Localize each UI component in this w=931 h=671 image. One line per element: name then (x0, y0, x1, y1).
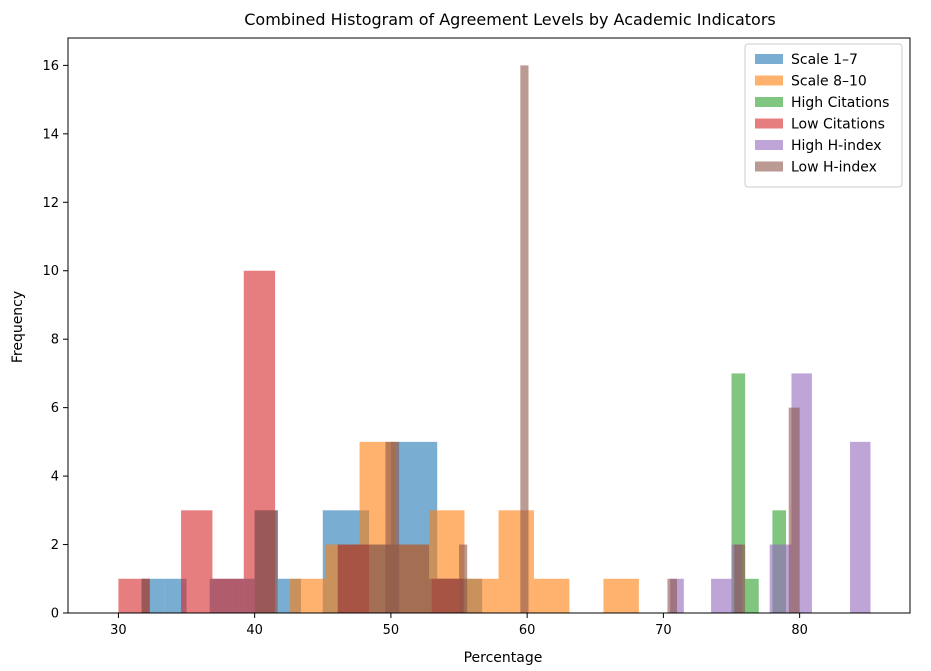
x-tick-label-5: 80 (791, 623, 808, 638)
bar-series-3-bin-2 (212, 578, 244, 613)
y-tick-label-2: 4 (51, 470, 59, 485)
x-axis-label: Percentage (464, 650, 543, 666)
bar-series-5-bin-7 (520, 65, 529, 613)
axes-layer: 30 40 50 60 70 80 0 2 4 6 8 10 12 14 16 (42, 37, 911, 638)
bar-series-5-bin-8 (667, 578, 678, 613)
bar-series-1-bin-6 (498, 510, 534, 613)
bar-series-5-bin-2 (337, 544, 370, 613)
y-tick-label-4: 8 (51, 333, 59, 348)
y-tick-label-8: 16 (42, 59, 59, 74)
x-tick-label-3: 60 (519, 623, 536, 638)
plot-frame (67, 37, 911, 614)
x-tick-label-1: 40 (246, 623, 263, 638)
bar-series-1-bin-8 (603, 578, 639, 613)
bar-series-1-bin-5 (464, 578, 499, 613)
legend-label-2: High Citations (791, 95, 889, 111)
x-tick-label-4: 70 (655, 623, 672, 638)
legend-label-3: Low Citations (791, 117, 885, 133)
y-tick-label-6: 12 (42, 196, 59, 211)
legend-swatch-5 (755, 161, 783, 172)
x-tick-label-0: 30 (110, 623, 127, 638)
legend-swatch-4 (755, 140, 783, 150)
legend-label-4: High H-index (791, 138, 882, 154)
legend-label-5: Low H-index (791, 160, 877, 176)
legend-label-0: Scale 1–7 (791, 52, 858, 68)
bar-series-1-bin-7 (533, 578, 570, 613)
bars-layer (118, 65, 871, 613)
bar-series-5-bin-4 (385, 441, 400, 613)
bar-series-1-bin-0 (290, 578, 326, 613)
chart-title: Combined Histogram of Agreement Levels b… (244, 10, 776, 29)
bar-series-3-bin-1 (181, 510, 213, 613)
bar-series-5-bin-3 (369, 544, 430, 613)
legend-swatch-3 (755, 118, 783, 129)
bar-series-5-bin-0 (141, 578, 150, 613)
y-tick-label-7: 14 (42, 127, 59, 142)
y-tick-label-0: 0 (51, 607, 59, 622)
y-tick-label-5: 10 (42, 264, 59, 279)
bar-series-4-bin-3 (769, 544, 792, 613)
x-tick-label-2: 50 (383, 623, 400, 638)
bar-series-2-bin-1 (745, 578, 759, 613)
bar-series-5-bin-9 (734, 544, 746, 613)
legend-swatch-2 (755, 97, 783, 107)
bar-series-4-bin-1 (711, 578, 732, 613)
bar-series-5-bin-5 (429, 578, 465, 613)
y-tick-label-3: 6 (51, 401, 59, 416)
y-axis-label: Frequency (10, 291, 26, 363)
bar-series-5-bin-1 (254, 510, 278, 613)
legend-box (744, 43, 903, 188)
legend: Scale 1–7 Scale 8–10 High Citations Low Cit… (744, 43, 903, 188)
legend-swatch-1 (755, 75, 783, 86)
bar-series-5-bin-10 (788, 407, 800, 613)
bar-series-5-bin-6 (459, 544, 468, 613)
legend-label-1: Scale 8–10 (791, 74, 867, 90)
legend-swatch-0 (755, 54, 783, 64)
y-tick-label-1: 2 (51, 538, 59, 553)
bar-series-4-bin-5 (850, 441, 871, 613)
